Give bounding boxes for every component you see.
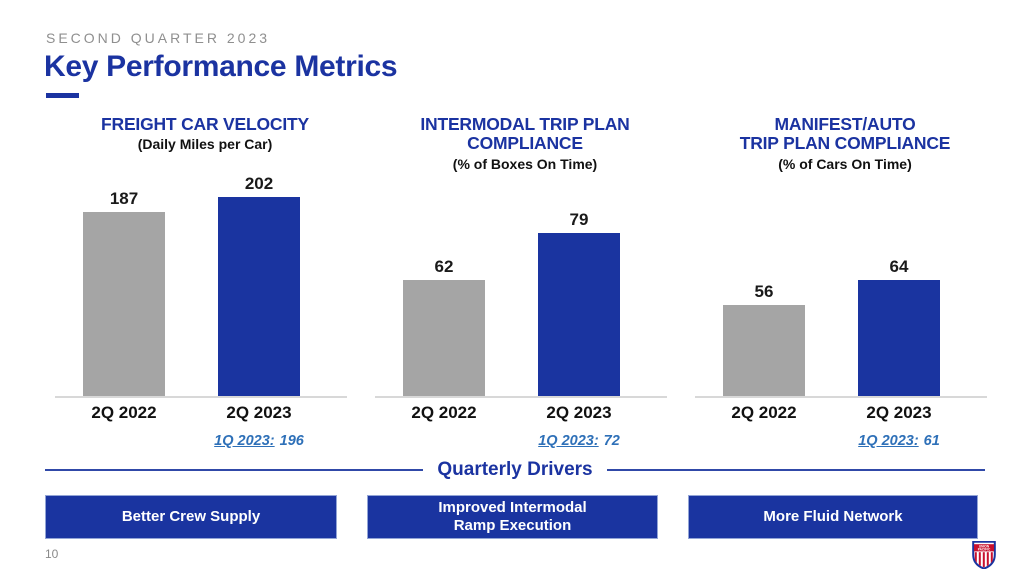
- logo-text-union: UNION: [979, 544, 990, 548]
- quarterly-drivers-heading: Quarterly Drivers: [437, 459, 593, 480]
- bar-value-label: 187: [109, 188, 139, 208]
- bar-2q2023: [858, 280, 940, 396]
- category-label-2q2022: 2Q 2022: [731, 403, 797, 422]
- category-label-2q2023: 2Q 2023: [226, 403, 292, 422]
- bar-group-2q2023: 202: [218, 174, 300, 396]
- x-axis-baseline: [55, 396, 347, 398]
- bar-group-2q2022: 56: [723, 282, 805, 396]
- page-title: Key Performance Metrics: [44, 50, 398, 83]
- chart-title: MANIFEST/AUTO TRIP PLAN COMPLIANCE: [739, 114, 951, 154]
- category-label-2q2022: 2Q 2022: [411, 403, 477, 422]
- footnote-1q2023: 1Q 2023: 61: [858, 433, 940, 449]
- chart-title: FREIGHT CAR VELOCITY: [101, 114, 309, 134]
- logo-stripes: [974, 552, 993, 568]
- driver-box-label: Better Crew Supply: [121, 508, 261, 525]
- bar-value-label: 64: [889, 257, 909, 277]
- category-label-2q2023: 2Q 2023: [546, 403, 612, 422]
- category-label-2q2022: 2Q 2022: [91, 403, 157, 422]
- bar-2q2023: [218, 196, 300, 396]
- logo-text-pacific: PACIFIC: [978, 548, 991, 552]
- page-number: 10: [45, 547, 59, 561]
- bar-2q2023: [538, 232, 620, 396]
- chart-intermodal-trip-plan-compliance: INTERMODAL TRIP PLAN COMPLIANCE (% of Bo…: [375, 114, 675, 465]
- quarterly-drivers-divider: Quarterly Drivers: [45, 458, 985, 482]
- footnote-label: 1Q 2023:: [538, 433, 599, 449]
- plot-area: 187 202: [55, 174, 347, 398]
- bar-value-label: 62: [434, 256, 454, 276]
- x-axis-baseline: [695, 396, 987, 398]
- footnote-label: 1Q 2023:: [858, 433, 919, 449]
- divider-line-right: [606, 469, 985, 471]
- driver-box-improved-intermodal-ramp-execution: Improved Intermodal Ramp Execution: [367, 495, 658, 539]
- bar-group-2q2023: 79: [538, 210, 620, 396]
- footnote-value: 61: [923, 433, 940, 449]
- bar-group-2q2022: 187: [83, 189, 165, 396]
- chart-subtitle: (% of Boxes On Time): [452, 155, 598, 172]
- footnote-label: 1Q 2023:: [214, 433, 275, 449]
- chart-manifest-auto-trip-plan-compliance: MANIFEST/AUTO TRIP PLAN COMPLIANCE (% of…: [695, 114, 995, 465]
- slide-eyebrow: SECOND QUARTER 2023: [46, 30, 271, 46]
- plot-area: 62 79: [375, 189, 667, 398]
- category-label-2q2023: 2Q 2023: [866, 403, 932, 422]
- plot-area: 56 64: [695, 189, 987, 398]
- bar-value-label: 202: [244, 173, 274, 193]
- footnote-value: 196: [279, 433, 304, 449]
- chart-title: INTERMODAL TRIP PLAN COMPLIANCE: [420, 114, 630, 154]
- x-axis-baseline: [375, 396, 667, 398]
- driver-box-label: More Fluid Network: [763, 508, 903, 525]
- footnote-1q2023: 1Q 2023: 196: [214, 433, 304, 449]
- logo-red-band: [974, 544, 994, 552]
- bar-2q2022: [403, 279, 485, 396]
- bar-value-label: 56: [754, 282, 774, 302]
- bar-2q2022: [723, 305, 805, 396]
- divider-line-left: [45, 469, 424, 471]
- bar-group-2q2023: 64: [858, 257, 940, 396]
- footnote-value: 72: [603, 433, 620, 449]
- chart-freight-car-velocity: FREIGHT CAR VELOCITY (Daily Miles per Ca…: [55, 114, 355, 465]
- chart-subtitle: (% of Cars On Time): [778, 155, 912, 172]
- driver-box-label: Improved Intermodal Ramp Execution: [438, 499, 587, 534]
- bar-group-2q2022: 62: [403, 257, 485, 396]
- bar-value-label: 79: [569, 209, 589, 229]
- chart-subtitle: (Daily Miles per Car): [137, 136, 273, 153]
- driver-box-more-fluid-network: More Fluid Network: [688, 495, 978, 539]
- title-underline: [46, 93, 79, 98]
- driver-box-better-crew-supply: Better Crew Supply: [45, 495, 337, 539]
- union-pacific-shield-logo: UNION PACIFIC: [972, 541, 996, 569]
- footnote-1q2023: 1Q 2023: 72: [538, 433, 620, 449]
- bar-2q2022: [83, 211, 165, 396]
